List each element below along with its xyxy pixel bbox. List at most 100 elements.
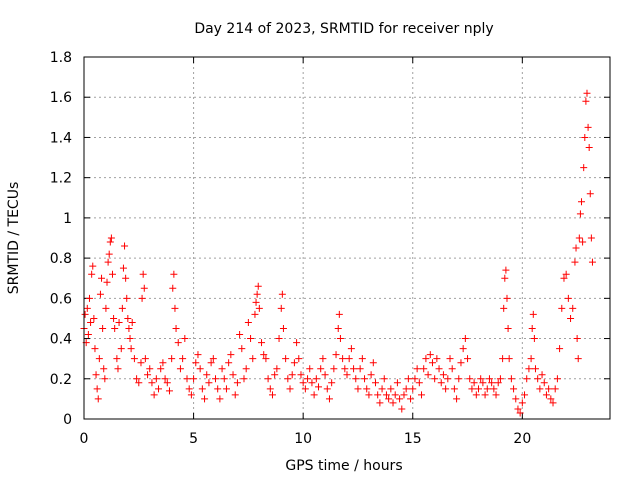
data-point <box>504 325 512 332</box>
data-point <box>218 365 226 373</box>
data-point <box>207 359 215 367</box>
data-point <box>439 371 447 379</box>
data-point <box>106 238 114 246</box>
x-tick-labels: 0 5 10 15 20 <box>80 431 532 447</box>
data-point <box>279 325 287 332</box>
data-point <box>347 345 355 353</box>
data-point <box>277 304 285 312</box>
data-point <box>152 375 160 383</box>
data-point <box>378 385 386 393</box>
data-point <box>415 379 423 387</box>
data-point <box>514 405 522 413</box>
data-point <box>387 385 395 393</box>
x-tick-label: 20 <box>513 431 531 447</box>
data-point <box>88 270 96 278</box>
data-point <box>165 387 173 395</box>
data-point <box>119 264 127 272</box>
data-point <box>233 379 241 387</box>
data-point <box>284 375 292 383</box>
data-point <box>564 294 572 302</box>
data-point <box>99 325 107 332</box>
data-point <box>341 365 349 373</box>
data-point <box>236 331 244 339</box>
data-point <box>354 385 362 393</box>
data-point <box>194 351 202 359</box>
data-point <box>179 355 187 363</box>
data-point <box>510 385 518 393</box>
data-point <box>222 385 230 393</box>
data-point <box>420 365 428 373</box>
data-point <box>505 355 513 363</box>
data-point <box>328 379 336 387</box>
data-point <box>398 405 406 413</box>
data-point <box>560 274 568 282</box>
data-point <box>490 385 498 393</box>
data-point <box>174 339 182 347</box>
data-point <box>536 385 544 393</box>
data-point <box>382 391 390 399</box>
data-point <box>442 385 450 393</box>
data-point <box>100 365 108 373</box>
data-point <box>551 385 559 393</box>
data-point <box>527 355 535 363</box>
data-point <box>472 391 480 399</box>
data-point <box>273 365 281 373</box>
data-point <box>393 379 401 387</box>
data-point <box>113 355 121 363</box>
data-point <box>258 339 266 347</box>
data-point <box>426 351 434 359</box>
data-point <box>201 395 209 403</box>
data-point <box>481 391 489 399</box>
data-point <box>282 355 290 363</box>
data-point <box>402 385 410 393</box>
data-point <box>275 335 283 343</box>
data-point <box>433 355 441 363</box>
data-point <box>155 385 163 393</box>
data-point <box>312 375 320 383</box>
data-point <box>579 238 587 246</box>
data-point <box>530 335 538 343</box>
data-point <box>404 375 412 383</box>
data-point <box>196 365 204 373</box>
data-point <box>499 355 507 363</box>
data-point <box>453 395 461 403</box>
data-point <box>345 355 353 363</box>
data-point <box>81 310 89 318</box>
data-point <box>127 345 135 353</box>
y-tick-label: 1.4 <box>50 130 72 146</box>
data-point <box>118 304 126 312</box>
data-point <box>293 339 301 347</box>
data-point <box>121 242 129 250</box>
data-point <box>124 314 132 322</box>
data-point <box>83 304 91 312</box>
data-point <box>171 304 179 312</box>
data-point <box>365 391 373 399</box>
data-point <box>138 294 146 302</box>
data-point <box>214 385 222 393</box>
data-point <box>229 371 237 379</box>
data-point <box>319 355 327 363</box>
data-point <box>389 399 397 407</box>
data-point <box>336 335 344 343</box>
data-point <box>435 365 443 373</box>
y-tick-label: 1.6 <box>50 90 72 106</box>
data-point <box>477 375 485 383</box>
data-point <box>130 355 138 363</box>
data-point <box>411 375 419 383</box>
data-point <box>562 270 570 278</box>
data-point <box>391 391 399 399</box>
data-point <box>96 290 104 298</box>
data-point <box>85 294 93 302</box>
data-point <box>323 385 331 393</box>
y-tick-label: 1.8 <box>50 50 72 66</box>
data-point <box>107 234 115 242</box>
data-point <box>334 325 342 332</box>
data-point <box>115 318 123 326</box>
data-point <box>297 371 305 379</box>
data-point <box>358 355 366 363</box>
x-tick-label: 15 <box>404 431 422 447</box>
data-point <box>268 391 276 399</box>
data-point <box>148 379 156 387</box>
data-point <box>569 304 577 312</box>
